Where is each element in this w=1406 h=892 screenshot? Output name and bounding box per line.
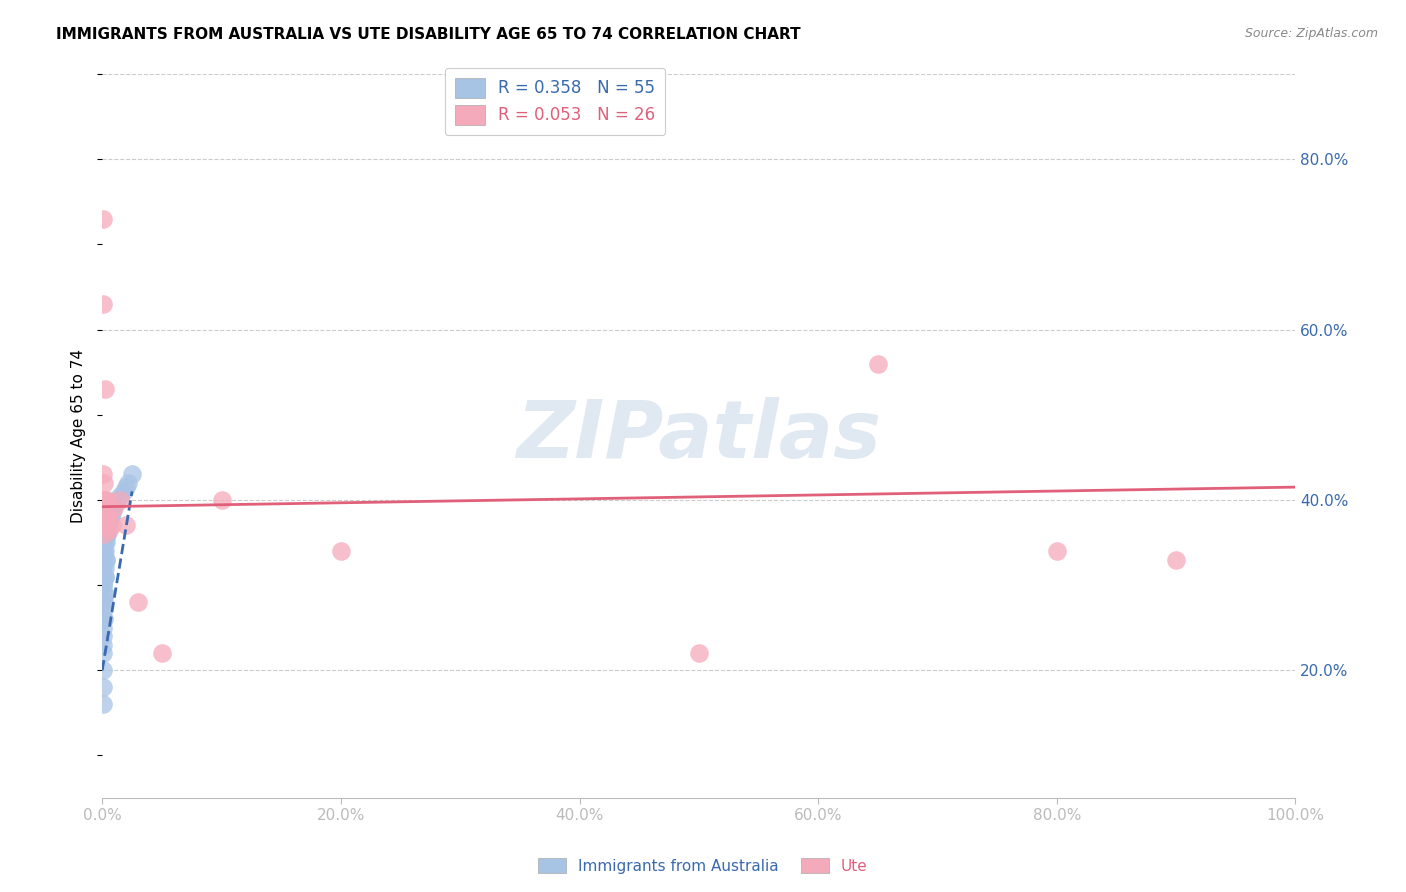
Point: [96, 535, 118, 549]
Point: [91, 561, 114, 575]
Point: [91, 663, 114, 677]
Point: [93, 578, 115, 592]
Point: [93, 475, 115, 490]
Point: [91, 544, 114, 558]
Point: [96, 527, 118, 541]
Point: [91, 646, 114, 660]
Point: [91, 578, 114, 592]
Point: [100, 510, 122, 524]
Point: [98, 523, 121, 537]
Point: [93, 552, 115, 566]
Point: [94, 569, 117, 583]
Point: [108, 489, 131, 503]
Point: [117, 475, 139, 490]
Text: IMMIGRANTS FROM AUSTRALIA VS UTE DISABILITY AGE 65 TO 74 CORRELATION CHART: IMMIGRANTS FROM AUSTRALIA VS UTE DISABIL…: [56, 27, 801, 42]
Point: [98, 510, 121, 524]
Point: [100, 518, 122, 533]
Text: ZIPatlas: ZIPatlas: [516, 397, 882, 475]
Point: [93, 535, 115, 549]
Point: [1166, 552, 1188, 566]
Point: [93, 527, 115, 541]
Point: [150, 646, 173, 660]
Point: [93, 492, 115, 507]
Point: [91, 510, 114, 524]
Point: [688, 646, 710, 660]
Point: [93, 518, 115, 533]
Point: [93, 595, 115, 609]
Point: [93, 492, 115, 507]
Point: [121, 467, 143, 482]
Y-axis label: Disability Age 65 to 74: Disability Age 65 to 74: [72, 349, 86, 523]
Point: [91, 629, 114, 643]
Point: [94, 527, 117, 541]
Point: [211, 492, 233, 507]
Point: [91, 467, 114, 482]
Point: [115, 518, 138, 533]
Point: [93, 604, 115, 618]
Point: [96, 510, 118, 524]
Point: [91, 612, 114, 626]
Point: [93, 561, 115, 575]
Point: [93, 621, 115, 635]
Point: [94, 382, 117, 396]
Point: [91, 527, 114, 541]
Point: [91, 698, 114, 712]
Point: [103, 501, 125, 516]
Point: [93, 586, 115, 600]
Text: Source: ZipAtlas.com: Source: ZipAtlas.com: [1244, 27, 1378, 40]
Point: [93, 569, 115, 583]
Point: [329, 544, 352, 558]
Point: [101, 501, 124, 516]
Point: [93, 544, 115, 558]
Point: [94, 552, 117, 566]
Point: [97, 510, 120, 524]
Point: [94, 569, 117, 583]
Point: [115, 480, 138, 494]
Point: [91, 552, 114, 566]
Point: [97, 510, 120, 524]
Point: [866, 357, 889, 371]
Point: [91, 595, 114, 609]
Point: [97, 510, 120, 524]
Point: [96, 492, 118, 507]
Point: [97, 514, 120, 528]
Point: [91, 518, 114, 533]
Point: [91, 681, 114, 695]
Point: [91, 535, 114, 549]
Point: [96, 527, 118, 541]
Point: [108, 492, 131, 507]
Point: [1046, 544, 1069, 558]
Legend: Immigrants from Australia, Ute: Immigrants from Australia, Ute: [531, 852, 875, 880]
Point: [91, 297, 114, 311]
Point: [112, 484, 135, 499]
Point: [100, 506, 122, 520]
Point: [127, 595, 149, 609]
Point: [93, 527, 115, 541]
Point: [91, 211, 114, 226]
Point: [93, 612, 115, 626]
Point: [93, 586, 115, 600]
Point: [91, 638, 114, 652]
Point: [93, 501, 115, 516]
Legend: R = 0.358   N = 55, R = 0.053   N = 26: R = 0.358 N = 55, R = 0.053 N = 26: [444, 68, 665, 135]
Point: [97, 518, 120, 533]
Point: [94, 518, 117, 533]
Point: [103, 497, 125, 511]
Point: [94, 552, 117, 566]
Point: [93, 535, 115, 549]
Point: [94, 544, 117, 558]
Point: [105, 492, 128, 507]
